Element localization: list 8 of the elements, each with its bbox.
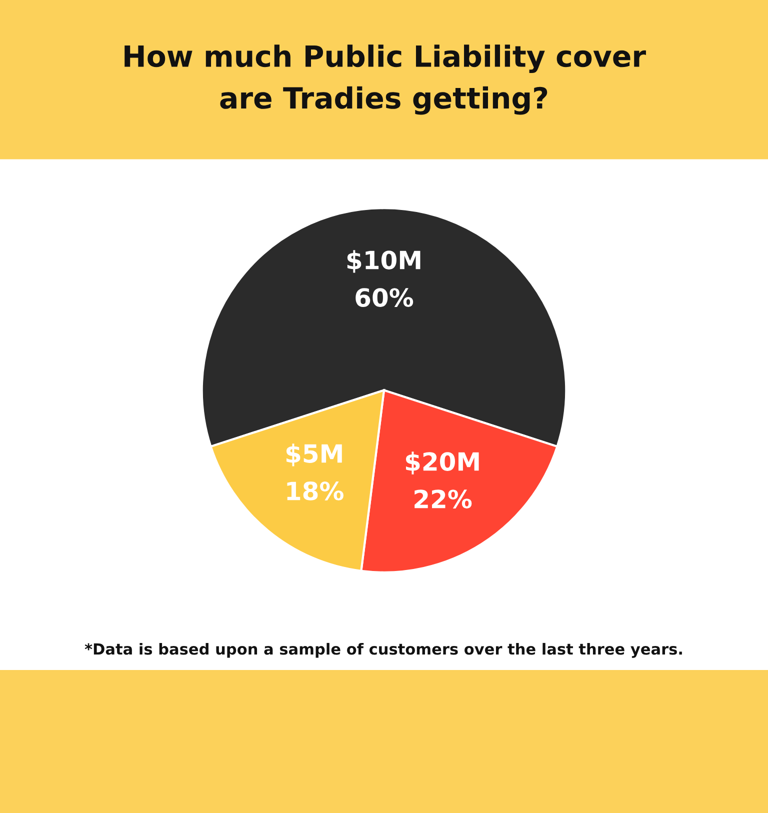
slice-label: $20M [406,452,479,474]
slice-label: $10M [347,250,420,273]
data-label: 22% [414,490,472,508]
chart-title: How much Public Liability cover are Tradies getting? [124,44,646,115]
slice-label: $5M [286,444,342,466]
data-label: 18% [287,482,344,500]
text: *Data is based upon a sample of customers over the last three years. [84,642,682,658]
data-label: 60% [356,288,414,307]
